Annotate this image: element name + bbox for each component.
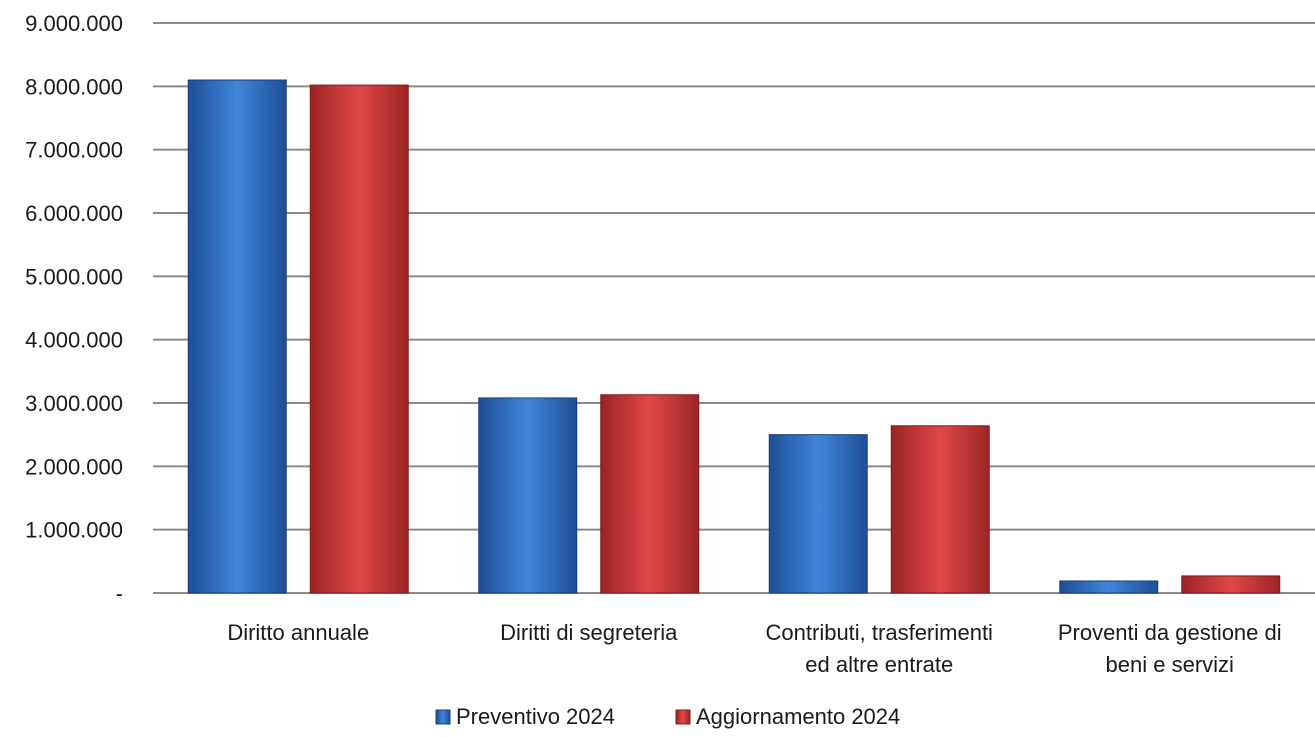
y-tick-label: 6.000.000 [25,201,123,226]
bar-preventivo-1 [478,397,578,594]
y-tick-label: 2.000.000 [25,454,123,479]
x-tick-label: ed altre entrate [805,652,953,677]
bar-aggiornamento-2 [890,425,990,594]
x-axis-labels: Diritto annuale Diritti di segreteria Cont… [227,620,1281,677]
bar-aggiornamento-0 [309,84,409,594]
legend: Preventivo 2024 Aggiornamento 2024 [435,704,900,729]
y-tick-label: 8.000.000 [25,74,123,99]
y-tick-label: 1.000.000 [25,518,123,543]
bar-preventivo-0 [187,79,287,594]
bars [187,79,1281,594]
bar-preventivo-3 [1059,580,1159,594]
y-tick-label: 7.000.000 [25,138,123,163]
bar-aggiornamento-3 [1181,575,1281,594]
legend-swatch [435,709,451,725]
y-tick-label: 4.000.000 [25,328,123,353]
bar-aggiornamento-1 [600,394,700,594]
y-tick-label: 5.000.000 [25,264,123,289]
y-axis-ticks: - 1.000.000 2.000.000 3.000.000 4.000.000 5.0… [25,11,123,606]
legend-swatch [675,709,691,725]
x-tick-label: Contributi, trasferimenti [766,620,993,645]
x-tick-label: Proventi da gestione di [1058,620,1282,645]
y-tick-label: - [116,581,123,606]
legend-label: Preventivo 2024 [456,704,615,729]
x-tick-label: Diritti di segreteria [500,620,678,645]
legend-label: Aggiornamento 2024 [696,704,900,729]
y-tick-label: 3.000.000 [25,391,123,416]
bar-preventivo-2 [768,434,868,594]
x-tick-label: Diritto annuale [227,620,369,645]
x-tick-label: beni e servizi [1106,652,1234,677]
y-tick-label: 9.000.000 [25,11,123,36]
